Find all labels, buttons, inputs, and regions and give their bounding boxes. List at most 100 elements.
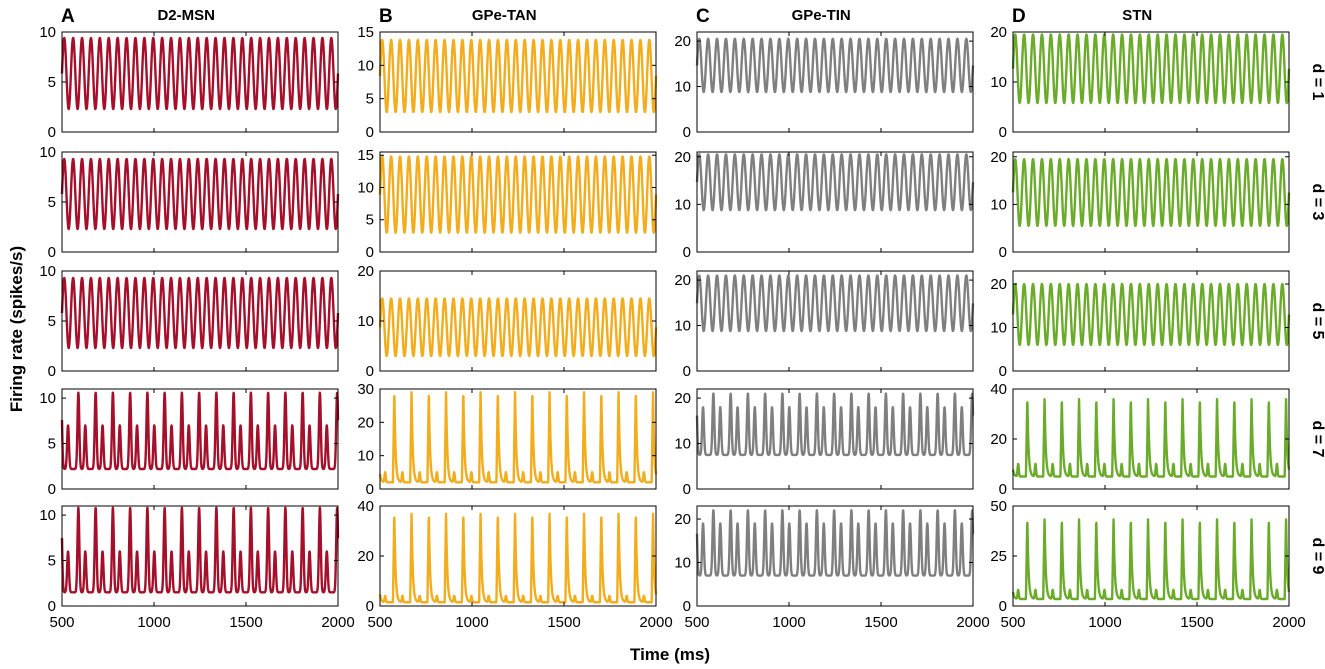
series-line-d2-msn-d-3 bbox=[60, 157, 340, 231]
panel-stn-d-3: 0 10 20 bbox=[990, 149, 1291, 261]
y-tick-label: 0 bbox=[48, 598, 56, 615]
y-tick-label: 5 bbox=[48, 194, 56, 211]
y-tick-label: 10 bbox=[674, 79, 691, 96]
y-tick-label: 5 bbox=[366, 91, 374, 108]
y-tick-label: 0 bbox=[366, 363, 374, 380]
y-tick-label: 40 bbox=[357, 498, 374, 515]
row-label-d-9: d = 9 bbox=[1309, 538, 1325, 575]
y-tick-label: 0 bbox=[999, 363, 1007, 380]
series-line-stn-d-9 bbox=[1011, 518, 1291, 601]
x-tick-label: 500 bbox=[49, 614, 74, 631]
panel-gpe-tan-d-5: 0 10 20 bbox=[357, 263, 658, 380]
series-line-gpe-tan-d-3 bbox=[378, 155, 658, 234]
y-tick-label: 0 bbox=[683, 481, 691, 498]
panel-letter-b: B bbox=[379, 6, 393, 27]
y-tick-label: 0 bbox=[366, 481, 374, 498]
y-tick-label: 5 bbox=[48, 74, 56, 91]
y-tick-label: 5 bbox=[48, 436, 56, 453]
y-tick-label: 0 bbox=[683, 598, 691, 615]
y-tick-label: 0 bbox=[683, 124, 691, 141]
x-tick-label: 2000 bbox=[321, 614, 354, 631]
y-tick-label: 10 bbox=[990, 74, 1007, 91]
row-label-d-5: d = 5 bbox=[1309, 303, 1325, 340]
y-tick-label: 0 bbox=[999, 244, 1007, 261]
y-tick-label: 20 bbox=[674, 33, 691, 50]
panel-gpe-tin-d-7: 0 10 20 bbox=[674, 388, 975, 498]
x-tick-label: 2000 bbox=[639, 614, 672, 631]
y-tick-label: 20 bbox=[990, 24, 1007, 41]
x-tick-label: 1000 bbox=[455, 614, 488, 631]
y-tick-label: 30 bbox=[357, 381, 374, 398]
series-line-stn-d-1 bbox=[1011, 33, 1291, 105]
axes-box bbox=[379, 31, 657, 133]
y-tick-label: 0 bbox=[48, 124, 56, 141]
x-tick-label: 500 bbox=[684, 614, 709, 631]
x-tick-label: 1500 bbox=[547, 614, 580, 631]
axes-box bbox=[61, 505, 339, 607]
x-tick-label: 1000 bbox=[1088, 614, 1121, 631]
series-line-stn-d-5 bbox=[1011, 282, 1291, 347]
panel-gpe-tan-d-7: 0 10 20 30 bbox=[357, 381, 658, 498]
y-tick-label: 10 bbox=[39, 24, 56, 41]
panel-stn-d-7: 0 20 40 bbox=[990, 381, 1291, 498]
panel-stn-d-9: 0 25 50 500 1000 1500 2000 bbox=[990, 498, 1305, 631]
y-tick-label: 20 bbox=[357, 263, 374, 280]
y-tick-label: 0 bbox=[366, 598, 374, 615]
series-line-gpe-tin-d-5 bbox=[695, 274, 975, 333]
y-tick-label: 5 bbox=[366, 212, 374, 229]
axes-box bbox=[696, 31, 974, 133]
y-axis-title: Firing rate (spikes/s) bbox=[7, 246, 26, 412]
panel-gpe-tan-d-3: 0 5 10 15 bbox=[357, 147, 658, 261]
y-tick-label: 20 bbox=[674, 272, 691, 289]
y-tick-label: 0 bbox=[48, 244, 56, 261]
y-tick-label: 5 bbox=[48, 313, 56, 330]
panel-letter-a: A bbox=[61, 6, 75, 27]
panel-gpe-tin-d-5: 0 10 20 bbox=[674, 270, 975, 380]
series-line-stn-d-7 bbox=[1011, 397, 1291, 478]
panel-stn-d-5: 0 10 20 bbox=[990, 270, 1291, 380]
axes-box bbox=[1012, 270, 1290, 372]
x-tick-label: 2000 bbox=[1272, 614, 1305, 631]
y-tick-label: 15 bbox=[357, 24, 374, 41]
y-tick-label: 0 bbox=[48, 481, 56, 498]
axes-box bbox=[696, 505, 974, 607]
axes-box bbox=[379, 388, 657, 490]
x-tick-label: 500 bbox=[367, 614, 392, 631]
panel-gpe-tan-d-1: 0 5 10 15 bbox=[357, 24, 658, 141]
y-tick-label: 10 bbox=[357, 448, 374, 465]
panel-d2-msn-d-5: 0 5 10 bbox=[39, 263, 340, 380]
panel-stn-d-1: 0 10 20 bbox=[990, 24, 1291, 141]
y-tick-label: 15 bbox=[357, 147, 374, 164]
y-tick-label: 10 bbox=[990, 196, 1007, 213]
row-label-d-3: d = 3 bbox=[1309, 184, 1325, 221]
series-line-d2-msn-d-9 bbox=[60, 506, 340, 594]
axes-box bbox=[696, 388, 974, 490]
x-tick-label: 1000 bbox=[137, 614, 170, 631]
series-line-gpe-tan-d-5 bbox=[378, 297, 658, 358]
y-tick-label: 10 bbox=[357, 313, 374, 330]
x-tick-label: 500 bbox=[1000, 614, 1025, 631]
series-line-gpe-tin-d-3 bbox=[695, 153, 975, 212]
axes-box bbox=[1012, 151, 1290, 253]
series-line-gpe-tin-d-9 bbox=[695, 509, 975, 577]
y-tick-label: 25 bbox=[990, 548, 1007, 565]
y-tick-label: 10 bbox=[990, 320, 1007, 337]
y-tick-label: 20 bbox=[674, 511, 691, 528]
y-tick-label: 20 bbox=[357, 548, 374, 565]
y-tick-label: 0 bbox=[999, 124, 1007, 141]
series-line-stn-d-3 bbox=[1011, 157, 1291, 228]
y-tick-label: 0 bbox=[999, 598, 1007, 615]
series-line-gpe-tin-d-7 bbox=[695, 392, 975, 457]
panel-gpe-tin-d-3: 0 10 20 bbox=[674, 149, 975, 261]
panel-d2-msn-d-7: 0 5 10 bbox=[39, 388, 340, 498]
y-tick-label: 10 bbox=[357, 57, 374, 74]
y-tick-label: 20 bbox=[990, 431, 1007, 448]
series-line-d2-msn-d-7 bbox=[60, 391, 340, 471]
column-title-gpe-tan: GPe-TAN bbox=[472, 7, 537, 24]
y-tick-label: 0 bbox=[366, 244, 374, 261]
panel-grid: A D2-MSN B GPe-TAN C GPe-TIN D STN d = 1 d = 3 d =… bbox=[39, 6, 1325, 631]
y-tick-label: 0 bbox=[683, 244, 691, 261]
panel-d2-msn-d-1: 0 5 10 bbox=[39, 24, 340, 141]
row-label-d-7: d = 7 bbox=[1309, 421, 1325, 458]
